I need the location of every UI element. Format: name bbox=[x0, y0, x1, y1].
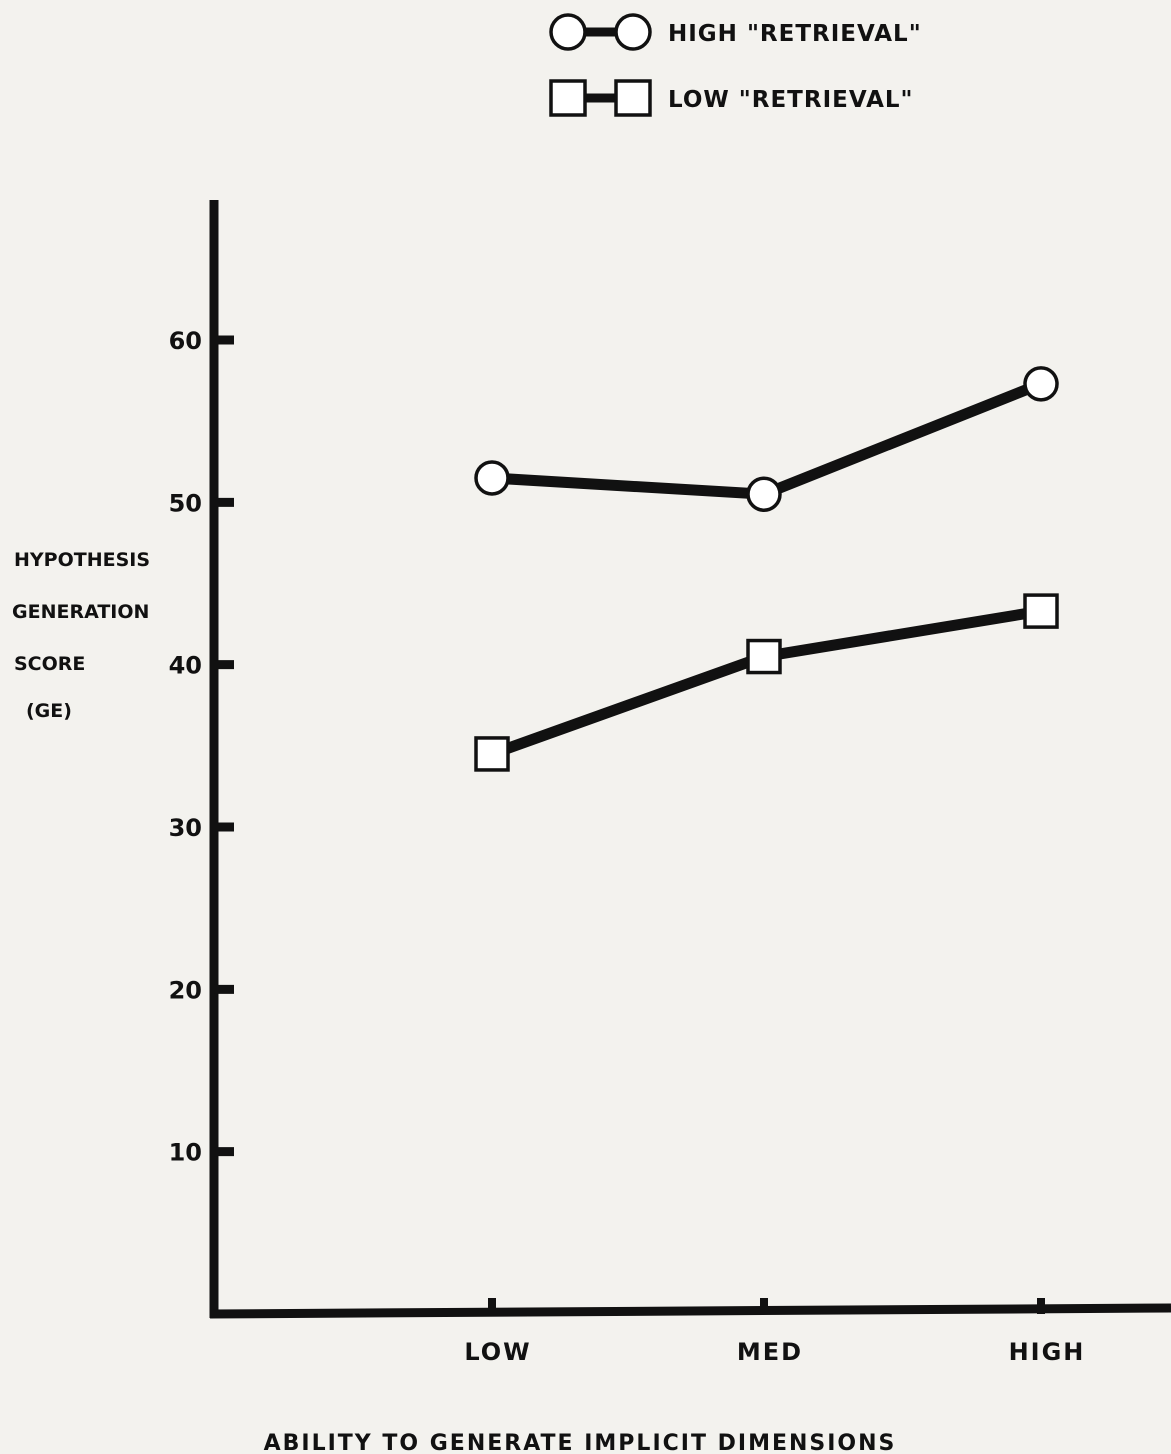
y-tick-label-20: 20 bbox=[169, 976, 202, 1004]
series-high-retrieval bbox=[474, 366, 1059, 512]
x-axis-label: ABILITY TO GENERATE IMPLICIT DIMENSIONS bbox=[264, 1431, 897, 1454]
y-tick-label-40: 40 bbox=[169, 652, 202, 680]
y-ticks: 10 20 30 40 50 60 bbox=[169, 327, 234, 1167]
legend-label: LOW "RETRIEVAL" bbox=[668, 87, 914, 113]
y-axis-label: HYPOTHESIS GENERATION SCORE (GE) bbox=[12, 549, 150, 722]
point-square-med bbox=[746, 638, 782, 675]
point-square-high bbox=[1023, 593, 1059, 629]
legend-item-high-retrieval: HIGH "RETRIEVAL" bbox=[549, 13, 922, 51]
legend: HIGH "RETRIEVAL" LOW "RETRIEVAL" bbox=[549, 13, 922, 117]
axes bbox=[209, 200, 1171, 1319]
x-tick-label-high: HIGH bbox=[1009, 1338, 1086, 1366]
y-axis-label-line: SCORE bbox=[14, 653, 85, 675]
series-layer bbox=[474, 366, 1059, 772]
y-tick-label-10: 10 bbox=[169, 1139, 202, 1167]
point-circle-low bbox=[474, 460, 510, 496]
legend-label: HIGH "RETRIEVAL" bbox=[668, 21, 922, 47]
point-circle-med bbox=[746, 476, 782, 512]
y-tick-label-30: 30 bbox=[169, 814, 202, 842]
x-tick-label-low: LOW bbox=[464, 1338, 531, 1366]
legend-item-low-retrieval: LOW "RETRIEVAL" bbox=[549, 79, 914, 117]
series-line bbox=[486, 605, 1047, 760]
x-tick-label-med: MED bbox=[737, 1338, 803, 1366]
legend-circle-marker bbox=[614, 13, 652, 51]
point-circle-high bbox=[1023, 366, 1059, 402]
legend-square-marker bbox=[614, 79, 652, 117]
y-axis-label-line: GENERATION bbox=[12, 601, 149, 623]
y-axis-label-line: (GE) bbox=[26, 700, 72, 722]
y-axis-label-line: HYPOTHESIS bbox=[14, 549, 150, 571]
legend-square-marker bbox=[549, 79, 587, 117]
y-tick-label-50: 50 bbox=[169, 489, 202, 517]
y-tick-label-60: 60 bbox=[169, 327, 202, 355]
x-axis bbox=[209, 1303, 1171, 1319]
legend-circle-marker bbox=[549, 13, 587, 51]
x-ticks: LOW MED HIGH bbox=[464, 1298, 1086, 1366]
series-low-retrieval bbox=[474, 593, 1059, 772]
point-square-low bbox=[474, 736, 510, 772]
